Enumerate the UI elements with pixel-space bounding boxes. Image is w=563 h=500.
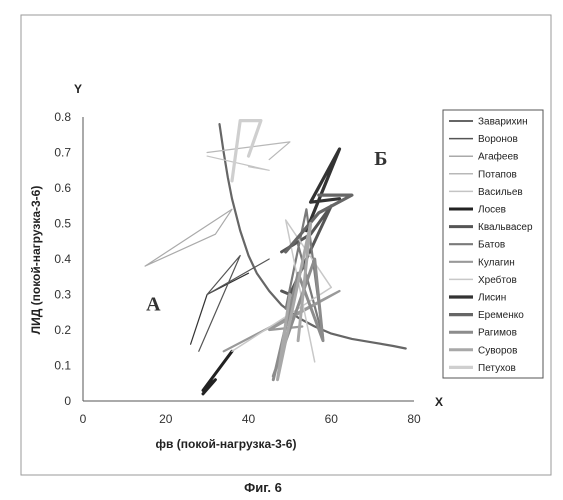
figure-caption: Фиг. 6: [244, 480, 282, 495]
legend-entry: Воронов: [478, 134, 518, 145]
y-axis-letter: Y: [74, 82, 82, 96]
x-tick-label: 20: [159, 412, 173, 426]
y-tick-label: 0.2: [54, 323, 71, 337]
x-tick-label: 80: [407, 412, 421, 426]
legend-entry: Заварихин: [478, 117, 528, 128]
y-tick-label: 0.7: [54, 146, 71, 160]
y-tick-label: 0.6: [54, 181, 71, 195]
y-tick-label: 0.4: [54, 252, 71, 266]
legend-entry: Хребтов: [478, 274, 517, 286]
y-tick-label: 0.1: [54, 359, 71, 373]
legend-entry: Еременко: [478, 310, 524, 321]
legend-entry: Квальвасер: [478, 222, 533, 233]
legend-entry: Агафеев: [478, 151, 518, 163]
y-tick-label: 0.5: [54, 217, 71, 231]
y-tick-label: 0: [64, 394, 71, 408]
x-axis-letter: X: [435, 395, 443, 409]
legend-entry: Батов: [478, 240, 505, 251]
y-axis-title: ЛИД (покой-нагрузка-3-6): [29, 186, 43, 335]
legend-entry: Лисин: [478, 293, 506, 304]
legend-entry: Васильев: [478, 187, 523, 198]
region-label: Б: [374, 148, 387, 170]
x-tick-label: 60: [325, 412, 339, 426]
legend-entry: Потапов: [478, 169, 517, 180]
legend-entry: Кулагин: [478, 257, 515, 268]
x-axis-title: фв (покой-нагрузка-3-6): [156, 437, 297, 451]
y-tick-labels: 0 0.1 0.2 0.3 0.4 0.5 0.6 0.7 0.8: [54, 110, 71, 408]
x-tick-label: 40: [242, 412, 256, 426]
x-tick-label: 0: [80, 412, 87, 426]
legend-entry: Суворов: [478, 345, 517, 356]
legend-entry: Петухов: [478, 363, 516, 374]
legend-entry: Лосев: [478, 205, 506, 216]
legend-entry: Рагимов: [478, 328, 517, 339]
region-label: А: [146, 293, 161, 315]
y-tick-label: 0.3: [54, 288, 71, 302]
y-tick-label: 0.8: [54, 110, 71, 124]
